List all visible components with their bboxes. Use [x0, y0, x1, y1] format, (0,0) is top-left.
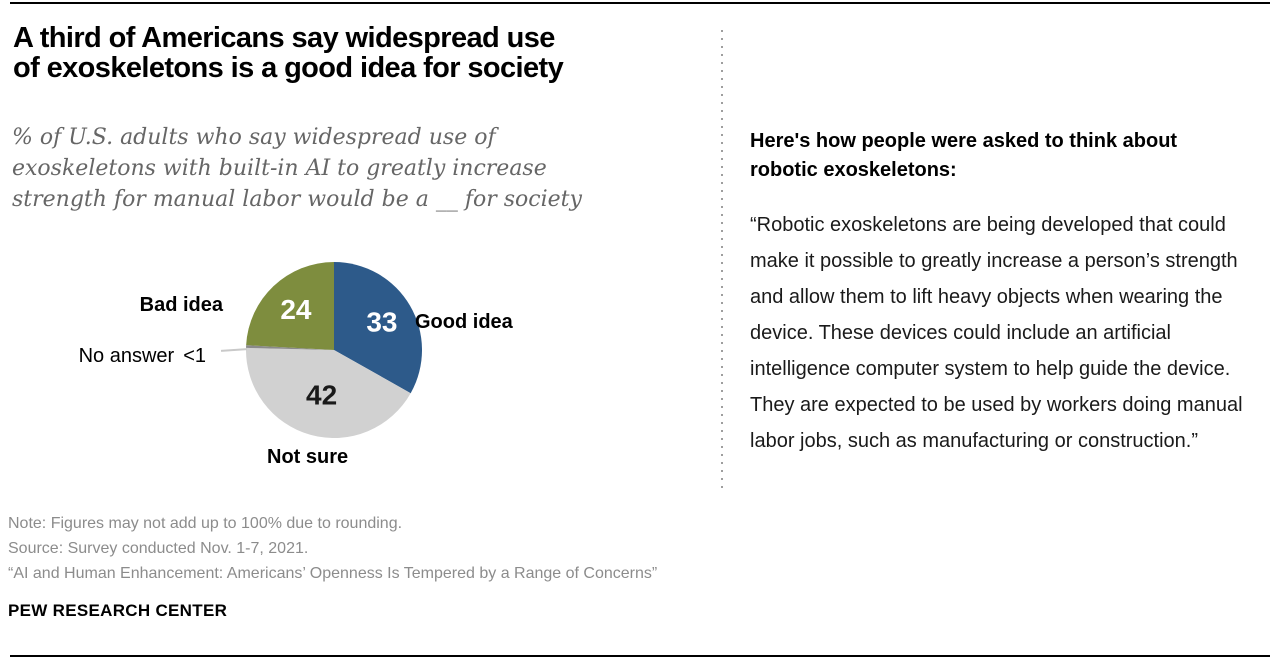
pie-callout-label: No answer — [78, 345, 175, 367]
callout-leader-line — [220, 348, 248, 352]
pie-label-good-idea: Good idea — [415, 311, 513, 333]
chart-subtitle: % of U.S. adults who say widespread use … — [12, 122, 582, 215]
right-panel-quote: “Robotic exoskeletons are being develope… — [750, 214, 1243, 452]
pie-value-good-idea: 33 — [366, 307, 397, 338]
footer-source: Source: Survey conducted Nov. 1-7, 2021. — [8, 540, 309, 557]
pie-value-bad-idea: 24 — [280, 294, 312, 325]
footer-note: Note: Figures may not add up to 100% due… — [8, 515, 403, 532]
pie-callout-no-answer: No answer <1 — [79, 345, 206, 368]
pie-callout-value: <1 — [183, 345, 206, 367]
subtitle-line-2: exoskeletons with built-in AI to greatly… — [12, 156, 547, 181]
pie-chart: 33 42 24 — [246, 262, 422, 438]
pie-slice-good-idea — [334, 262, 422, 394]
pie-slice-not-sure — [246, 347, 411, 438]
brand-wordmark: PEW RESEARCH CENTER — [8, 601, 228, 620]
dotted-divider — [721, 30, 723, 488]
subtitle-line-3: strength for manual labor would be a __ … — [12, 187, 582, 212]
title-line-2: of exoskeletons is a good idea for socie… — [13, 52, 564, 84]
title-line-1: A third of Americans say widespread use — [13, 22, 555, 54]
pie-label-bad-idea: Bad idea — [139, 294, 223, 316]
top-rule — [10, 2, 1270, 4]
bottom-rule — [10, 655, 1270, 657]
right-panel-heading: Here's how people were asked to think ab… — [750, 130, 1178, 181]
pie-slice-bad-idea — [246, 262, 334, 350]
pie-label-not-sure: Not sure — [267, 446, 349, 468]
pie-slice-no-answer — [246, 345, 334, 350]
page-title: A third of Americans say widespread use … — [13, 22, 564, 84]
subtitle-line-1: % of U.S. adults who say widespread use … — [12, 125, 496, 150]
footer-report-title: “AI and Human Enhancement: Americans’ Op… — [8, 565, 658, 582]
pie-value-not-sure: 42 — [306, 380, 337, 411]
